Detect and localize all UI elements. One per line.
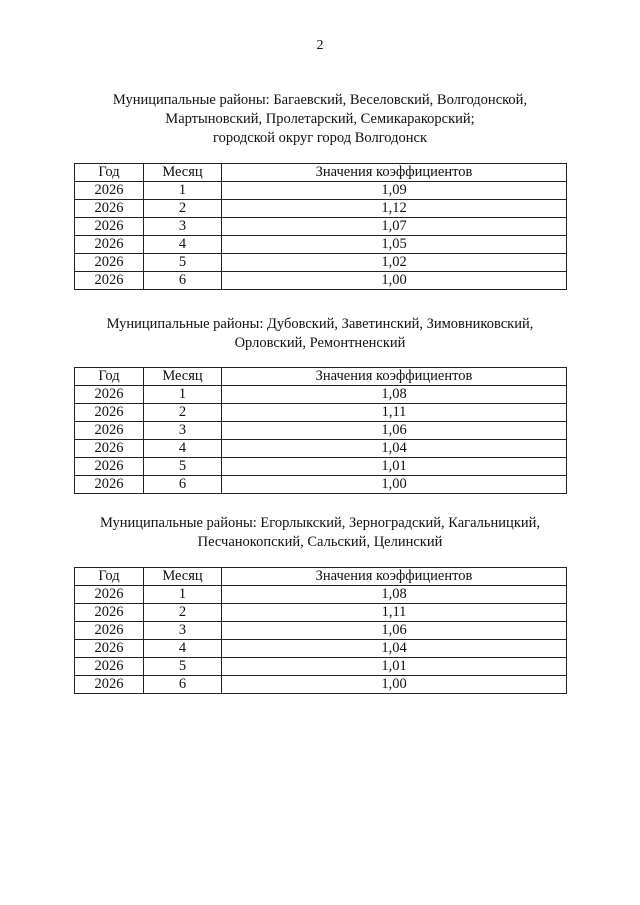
table-row: 2026 3 1,06 bbox=[74, 421, 567, 440]
month-cell: 3 bbox=[143, 421, 222, 440]
coefficient-cell: 1,04 bbox=[221, 439, 567, 458]
coefficient-cell: 1,06 bbox=[221, 421, 567, 440]
table-row: 2026 2 1,11 bbox=[74, 403, 567, 422]
coefficient-cell: 1,07 bbox=[221, 217, 567, 236]
table-row: 2026 1 1,08 bbox=[74, 385, 567, 404]
table-row: 2026 6 1,00 bbox=[74, 271, 567, 290]
table-header-row: Год Месяц Значения коэффициентов bbox=[74, 567, 567, 586]
year-cell: 2026 bbox=[74, 457, 144, 476]
month-cell: 1 bbox=[143, 585, 222, 604]
heading-line: Муниципальные районы: Егорлыкский, Зерно… bbox=[99, 515, 541, 531]
column-header: Месяц bbox=[143, 163, 222, 182]
year-cell: 2026 bbox=[74, 621, 144, 640]
month-cell: 1 bbox=[143, 385, 222, 404]
table-header-row: Год Месяц Значения коэффициентов bbox=[74, 163, 567, 182]
year-cell: 2026 bbox=[74, 439, 144, 458]
month-cell: 2 bbox=[143, 403, 222, 422]
year-cell: 2026 bbox=[74, 639, 144, 658]
table-row: 2026 6 1,00 bbox=[74, 475, 567, 494]
coefficient-cell: 1,11 bbox=[221, 603, 567, 622]
month-cell: 4 bbox=[143, 639, 222, 658]
coefficient-cell: 1,11 bbox=[221, 403, 567, 422]
coefficient-cell: 1,04 bbox=[221, 639, 567, 658]
year-cell: 2026 bbox=[74, 253, 144, 272]
year-cell: 2026 bbox=[74, 603, 144, 622]
year-cell: 2026 bbox=[74, 403, 144, 422]
column-header: Год bbox=[74, 367, 144, 386]
heading-line: Муниципальные районы: Багаевский, Весело… bbox=[112, 92, 528, 108]
table-row: 2026 2 1,11 bbox=[74, 603, 567, 622]
table-row: 2026 4 1,05 bbox=[74, 235, 567, 254]
coefficient-cell: 1,00 bbox=[221, 271, 567, 290]
coefficient-cell: 1,05 bbox=[221, 235, 567, 254]
year-cell: 2026 bbox=[74, 421, 144, 440]
column-header: Значения коэффициентов bbox=[221, 163, 567, 182]
column-header: Год bbox=[74, 163, 144, 182]
year-cell: 2026 bbox=[74, 675, 144, 694]
table-row: 2026 1 1,08 bbox=[74, 585, 567, 604]
heading-line: городской округ город Волгодонск bbox=[212, 130, 428, 146]
heading-line: Мартыновский, Пролетарский, Семикаракорс… bbox=[165, 111, 475, 127]
section-heading: Муниципальные районы: Егорлыкский, Зерно… bbox=[60, 514, 580, 552]
month-cell: 4 bbox=[143, 439, 222, 458]
table-row: 2026 3 1,07 bbox=[74, 217, 567, 236]
column-header: Месяц bbox=[143, 567, 222, 586]
section-heading: Муниципальные районы: Дубовский, Заветин… bbox=[60, 315, 580, 353]
heading-line: Муниципальные районы: Дубовский, Заветин… bbox=[106, 316, 534, 332]
coefficient-cell: 1,09 bbox=[221, 181, 567, 200]
month-cell: 2 bbox=[143, 603, 222, 622]
month-cell: 2 bbox=[143, 199, 222, 218]
heading-line: Песчанокопский, Сальский, Целинский bbox=[197, 534, 443, 550]
year-cell: 2026 bbox=[74, 199, 144, 218]
table-row: 2026 6 1,00 bbox=[74, 675, 567, 694]
year-cell: 2026 bbox=[74, 585, 144, 604]
year-cell: 2026 bbox=[74, 385, 144, 404]
coefficient-cell: 1,01 bbox=[221, 657, 567, 676]
coefficient-cell: 1,00 bbox=[221, 675, 567, 694]
coefficient-cell: 1,08 bbox=[221, 385, 567, 404]
table-row: 2026 5 1,01 bbox=[74, 657, 567, 676]
table-row: 2026 5 1,02 bbox=[74, 253, 567, 272]
page-number: 2 bbox=[316, 38, 324, 53]
table-row: 2026 5 1,01 bbox=[74, 457, 567, 476]
table-row: 2026 1 1,09 bbox=[74, 181, 567, 200]
month-cell: 5 bbox=[143, 457, 222, 476]
month-cell: 5 bbox=[143, 253, 222, 272]
table-row: 2026 4 1,04 bbox=[74, 439, 567, 458]
coefficient-cell: 1,00 bbox=[221, 475, 567, 494]
table-row: 2026 3 1,06 bbox=[74, 621, 567, 640]
month-cell: 1 bbox=[143, 181, 222, 200]
table-header-row: Год Месяц Значения коэффициентов bbox=[74, 367, 567, 386]
year-cell: 2026 bbox=[74, 181, 144, 200]
coefficient-cell: 1,02 bbox=[221, 253, 567, 272]
month-cell: 6 bbox=[143, 475, 222, 494]
coefficients-table: Год Месяц Значения коэффициентов 2026 1 1,09 2… bbox=[74, 163, 567, 290]
month-cell: 3 bbox=[143, 217, 222, 236]
column-header: Значения коэффициентов bbox=[221, 567, 567, 586]
coefficients-table: Год Месяц Значения коэффициентов 2026 1 1,08 2… bbox=[74, 367, 567, 494]
column-header: Месяц bbox=[143, 367, 222, 386]
year-cell: 2026 bbox=[74, 217, 144, 236]
year-cell: 2026 bbox=[74, 235, 144, 254]
column-header: Год bbox=[74, 567, 144, 586]
month-cell: 6 bbox=[143, 271, 222, 290]
table-row: 2026 2 1,12 bbox=[74, 199, 567, 218]
month-cell: 3 bbox=[143, 621, 222, 640]
section-heading: Муниципальные районы: Багаевский, Весело… bbox=[60, 91, 580, 148]
coefficient-cell: 1,12 bbox=[221, 199, 567, 218]
coefficient-cell: 1,06 bbox=[221, 621, 567, 640]
month-cell: 5 bbox=[143, 657, 222, 676]
coefficient-cell: 1,08 bbox=[221, 585, 567, 604]
year-cell: 2026 bbox=[74, 271, 144, 290]
coefficient-cell: 1,01 bbox=[221, 457, 567, 476]
heading-line: Орловский, Ремонтненский bbox=[234, 335, 406, 351]
year-cell: 2026 bbox=[74, 657, 144, 676]
table-row: 2026 4 1,04 bbox=[74, 639, 567, 658]
year-cell: 2026 bbox=[74, 475, 144, 494]
month-cell: 4 bbox=[143, 235, 222, 254]
coefficients-table: Год Месяц Значения коэффициентов 2026 1 1,08 2… bbox=[74, 567, 567, 694]
column-header: Значения коэффициентов bbox=[221, 367, 567, 386]
month-cell: 6 bbox=[143, 675, 222, 694]
